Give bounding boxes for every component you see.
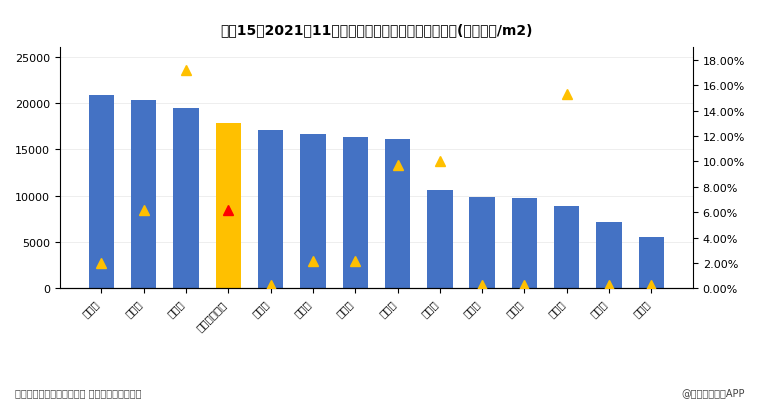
Text: @前瞻经济学人APP: @前瞻经济学人APP <box>681 387 745 397</box>
Bar <box>216 124 241 289</box>
Bar <box>511 198 537 289</box>
Bar <box>385 140 410 289</box>
Bar <box>300 135 325 289</box>
Title: 图表15：2021年11月西安市各区县普通住宅价格情况(单位：元/m2): 图表15：2021年11月西安市各区县普通住宅价格情况(单位：元/m2) <box>220 23 533 37</box>
Bar <box>638 238 664 289</box>
Bar <box>470 197 495 289</box>
Bar <box>131 101 157 289</box>
Bar <box>89 95 114 289</box>
Bar <box>597 222 622 289</box>
Bar <box>173 108 198 289</box>
Bar <box>343 138 368 289</box>
Bar <box>554 207 579 289</box>
Bar <box>427 190 452 289</box>
Text: 资料来源：中房数据研究院 前瞻产业研究院整理: 资料来源：中房数据研究院 前瞻产业研究院整理 <box>15 387 141 397</box>
Bar <box>258 130 283 289</box>
